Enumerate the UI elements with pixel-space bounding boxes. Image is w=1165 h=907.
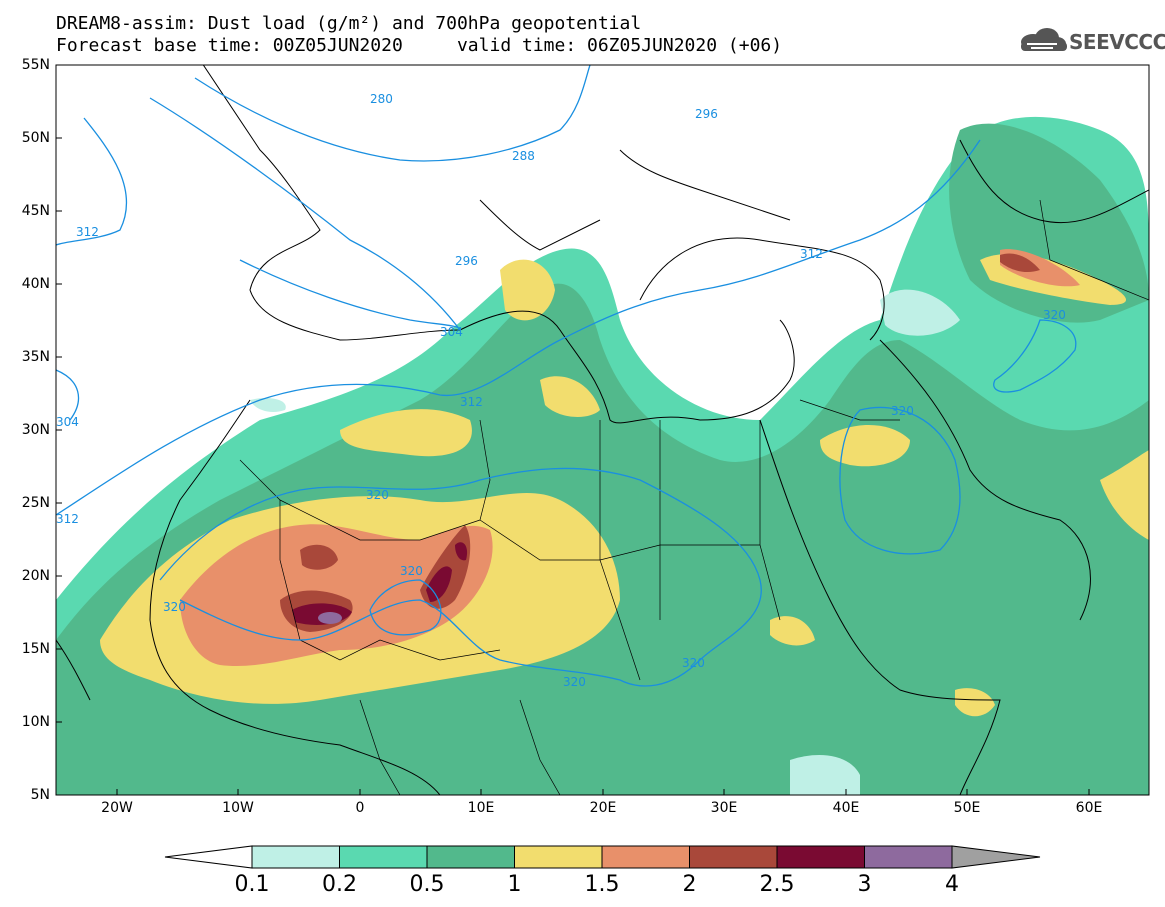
lat-label: 40N (21, 276, 50, 292)
colorbar-tick-label: 1 (507, 872, 522, 897)
coastlines (56, 65, 1149, 795)
lon-label: 0 (355, 800, 365, 816)
contour-label: 320 (400, 564, 423, 578)
lon-label: 20W (101, 800, 133, 816)
dust-field-level4-g (770, 616, 815, 646)
colorbar-tick-label: 1.5 (584, 872, 620, 897)
dust-field-level7-b (426, 566, 452, 602)
colorbar-tick-label: 3 (857, 872, 872, 897)
colorbar-tick-label: 4 (945, 872, 959, 897)
dust-field-level4-d (540, 376, 600, 417)
contour-label: 320 (366, 488, 389, 502)
contour-label: 320 (563, 675, 586, 689)
dust-field-level1 (880, 289, 960, 336)
dust-field-level1-c (250, 398, 286, 412)
dust-field-level4-e (820, 425, 910, 467)
contour-labels: 280 296 288 312 296 304 312 312 320 320 … (56, 92, 1066, 689)
contour-label: 296 (695, 107, 718, 121)
lat-label: 45N (21, 203, 50, 219)
dust-field-level7-c (455, 542, 468, 561)
country-borders (239, 199, 1149, 795)
contour-label: 320 (682, 656, 705, 670)
dust-field-level4-c (500, 259, 555, 321)
contour-label: 304 (440, 325, 463, 339)
lon-label: 60E (1075, 800, 1103, 816)
lon-label: 10W (222, 800, 254, 816)
contour-label: 312 (460, 395, 483, 409)
lon-label: 40E (832, 800, 860, 816)
lat-label: 55N (21, 57, 50, 73)
lat-label: 10N (21, 714, 50, 730)
lat-label: 5N (30, 787, 50, 803)
dust-field-level4-i (955, 688, 995, 717)
contour-label: 288 (512, 149, 535, 163)
map-title-line2: Forecast base time: 00Z05JUN2020 valid t… (56, 35, 783, 56)
dust-field-level6-d (1000, 253, 1040, 273)
contour-label: 296 (455, 254, 478, 268)
dust-field-level6-b (300, 544, 338, 570)
dust-field-level1-b (790, 755, 860, 795)
lat-label: 30N (21, 422, 50, 438)
contour-label: 320 (891, 404, 914, 418)
lon-label: 10E (467, 800, 495, 816)
colorbar-tick-label: 2.5 (759, 872, 795, 897)
colorbar-tick-label: 0.1 (234, 872, 270, 897)
contour-label: 312 (56, 512, 79, 526)
lat-label: 35N (21, 349, 50, 365)
lon-label: 20E (589, 800, 617, 816)
logo-text: SEEVCCC (1069, 30, 1165, 54)
map-title-line1: DREAM8-assim: Dust load (g/m²) and 700hP… (56, 13, 642, 34)
cloud-logo-icon (1021, 28, 1067, 51)
colorbar-tick-label: 0.5 (409, 872, 445, 897)
geopotential-contours (56, 65, 1077, 687)
contour-label: 312 (76, 225, 99, 239)
lat-label: 25N (21, 495, 50, 511)
contour-label: 280 (370, 92, 393, 106)
lat-label: 15N (21, 641, 50, 657)
lon-label: 50E (953, 800, 981, 816)
colorbar-tick-label: 2 (682, 872, 697, 897)
lon-label: 30E (710, 800, 738, 816)
axis-ticks (56, 64, 1090, 795)
contour-label: 304 (56, 415, 79, 429)
contour-label: 320 (163, 600, 186, 614)
lat-label: 20N (21, 568, 50, 584)
colorbar-tick-label: 0.2 (322, 872, 357, 897)
lat-label: 50N (21, 130, 50, 146)
contour-label: 320 (1043, 308, 1066, 322)
contour-label: 312 (800, 247, 823, 261)
dust-field-level4-b (340, 409, 472, 457)
dust-field-level8 (318, 612, 342, 624)
dust-field-level4-h (1100, 450, 1149, 540)
